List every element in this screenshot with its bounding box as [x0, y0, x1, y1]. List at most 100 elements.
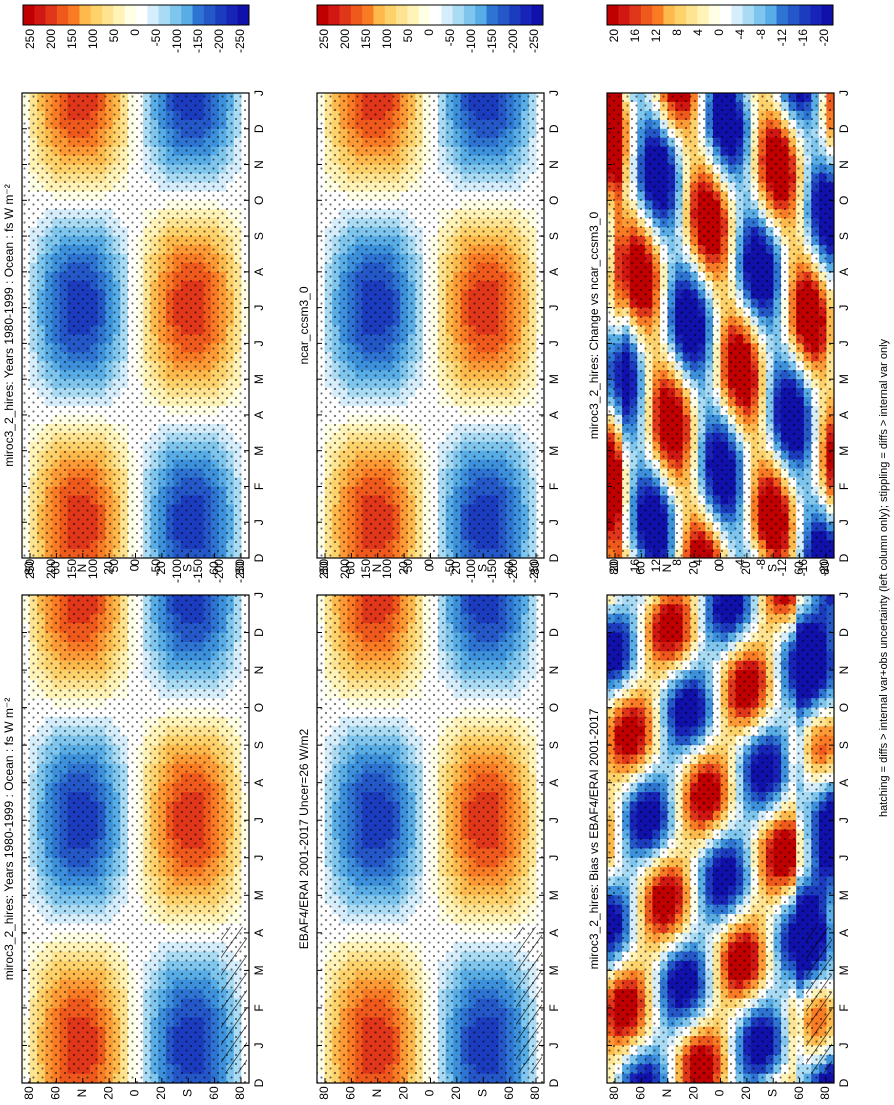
panel-title: EBAF4/ERAI 2001-2017 Uncer=26 W/m2 [297, 728, 311, 949]
colorbar-label: -50 [149, 559, 163, 577]
colorbar-label: -50 [443, 559, 457, 577]
lat-tick-label: 20 [739, 1086, 753, 1100]
time-tick-label: D [547, 628, 561, 637]
lat-tick-label: S [180, 1089, 194, 1097]
panel-title: miroc3_2_hires: Years 1980-1999 : Ocean … [2, 698, 16, 980]
time-tick-label: N [547, 666, 561, 675]
colorbar-label: 50 [107, 559, 121, 573]
time-tick-label: A [252, 779, 266, 787]
time-tick-label: J [837, 855, 851, 861]
colorbar-label: -250 [527, 559, 541, 583]
lat-tick-label: S [765, 1089, 779, 1097]
time-tick-label: A [252, 929, 266, 937]
time-tick-label: M [252, 965, 266, 975]
time-tick-label: A [547, 779, 561, 787]
lat-tick-label: 20 [449, 1086, 463, 1100]
colorbar-label: -250 [233, 559, 247, 583]
lat-tick-label: 20 [101, 1086, 115, 1100]
lat-tick-label: 80 [818, 1086, 832, 1100]
lat-tick-label: 60 [344, 1086, 358, 1100]
colorbar-label: 150 [359, 559, 373, 579]
time-tick-label: O [837, 703, 851, 712]
time-tick-label: J [547, 855, 561, 861]
time-tick-label: A [837, 929, 851, 937]
colorbar-label: -150 [191, 559, 205, 583]
colorbar-label: 150 [65, 559, 79, 579]
colorbar-label: 250 [23, 559, 37, 579]
time-tick-label: J [252, 855, 266, 861]
time-tick-label: M [252, 890, 266, 900]
stippling [607, 595, 834, 1083]
time-tick-label: D [837, 628, 851, 637]
colorbar-label: -150 [485, 559, 499, 583]
lat-tick-label: 80 [317, 1086, 331, 1100]
time-tick-label: S [837, 741, 851, 749]
colorbar-label: 0 [712, 559, 726, 566]
colorbar-label: -200 [212, 559, 226, 583]
colorbar-label: 50 [401, 559, 415, 573]
lat-tick-label: S [475, 1089, 489, 1097]
time-tick-label: M [547, 965, 561, 975]
lat-tick-label: 80 [607, 1086, 621, 1100]
time-tick-label: O [547, 703, 561, 712]
colorbar-label: 200 [44, 559, 58, 579]
panel-title: miroc3_2_hires: Bias vs EBAF4/ERAI 2001-… [587, 708, 601, 969]
time-tick-label: N [252, 666, 266, 675]
colorbar-label: 0 [422, 559, 436, 566]
time-tick-label: D [547, 1078, 561, 1087]
hatching [516, 926, 542, 1074]
lat-tick-label: 20 [154, 1086, 168, 1100]
time-tick-label: M [837, 965, 851, 975]
colorbar-label: -100 [170, 559, 184, 583]
time-tick-label: S [252, 741, 266, 749]
time-tick-label: J [252, 1042, 266, 1048]
colorbar-label: -200 [506, 559, 520, 583]
lat-tick-label: 60 [634, 1086, 648, 1100]
time-tick-label: F [837, 1004, 851, 1011]
time-tick-label: O [252, 703, 266, 712]
lat-tick-label: 80 [22, 1086, 36, 1100]
colorbar-label: 0 [128, 559, 142, 566]
time-tick-label: S [547, 741, 561, 749]
lat-tick-label: 60 [49, 1086, 63, 1100]
hatching [221, 926, 247, 1074]
time-tick-label: J [837, 1042, 851, 1048]
colorbar-label: -100 [464, 559, 478, 583]
time-tick-label: J [547, 1042, 561, 1048]
lat-tick-label: 0 [713, 1089, 727, 1096]
time-tick-label: N [837, 666, 851, 675]
time-tick-label: J [252, 817, 266, 823]
lat-tick-label: 20 [686, 1086, 700, 1100]
lat-tick-label: N [660, 1089, 674, 1098]
time-tick-label: M [837, 890, 851, 900]
lat-tick-label: 60 [207, 1086, 221, 1100]
lat-tick-label: N [75, 1089, 89, 1098]
time-tick-label: J [837, 817, 851, 823]
lat-tick-label: 0 [128, 1089, 142, 1096]
time-tick-label: D [837, 1078, 851, 1087]
lat-tick-label: 60 [792, 1086, 806, 1100]
stippling [22, 595, 249, 1083]
time-tick-label: F [547, 1004, 561, 1011]
colorbar-label: 250 [317, 559, 331, 579]
lat-tick-label: N [370, 1089, 384, 1098]
lat-tick-label: 0 [423, 1089, 437, 1096]
time-tick-label: D [252, 628, 266, 637]
time-tick-label: A [547, 929, 561, 937]
lat-tick-label: 20 [396, 1086, 410, 1100]
time-tick-label: J [252, 592, 266, 598]
lat-tick-label: 80 [528, 1086, 542, 1100]
stippling [317, 595, 544, 1083]
colorbar-label: 100 [86, 559, 100, 579]
lat-tick-label: 60 [502, 1086, 516, 1100]
time-tick-label: D [252, 1078, 266, 1087]
time-tick-label: F [252, 1004, 266, 1011]
colorbar-label: 100 [380, 559, 394, 579]
time-tick-label: J [547, 817, 561, 823]
lat-tick-label: 80 [233, 1086, 247, 1100]
